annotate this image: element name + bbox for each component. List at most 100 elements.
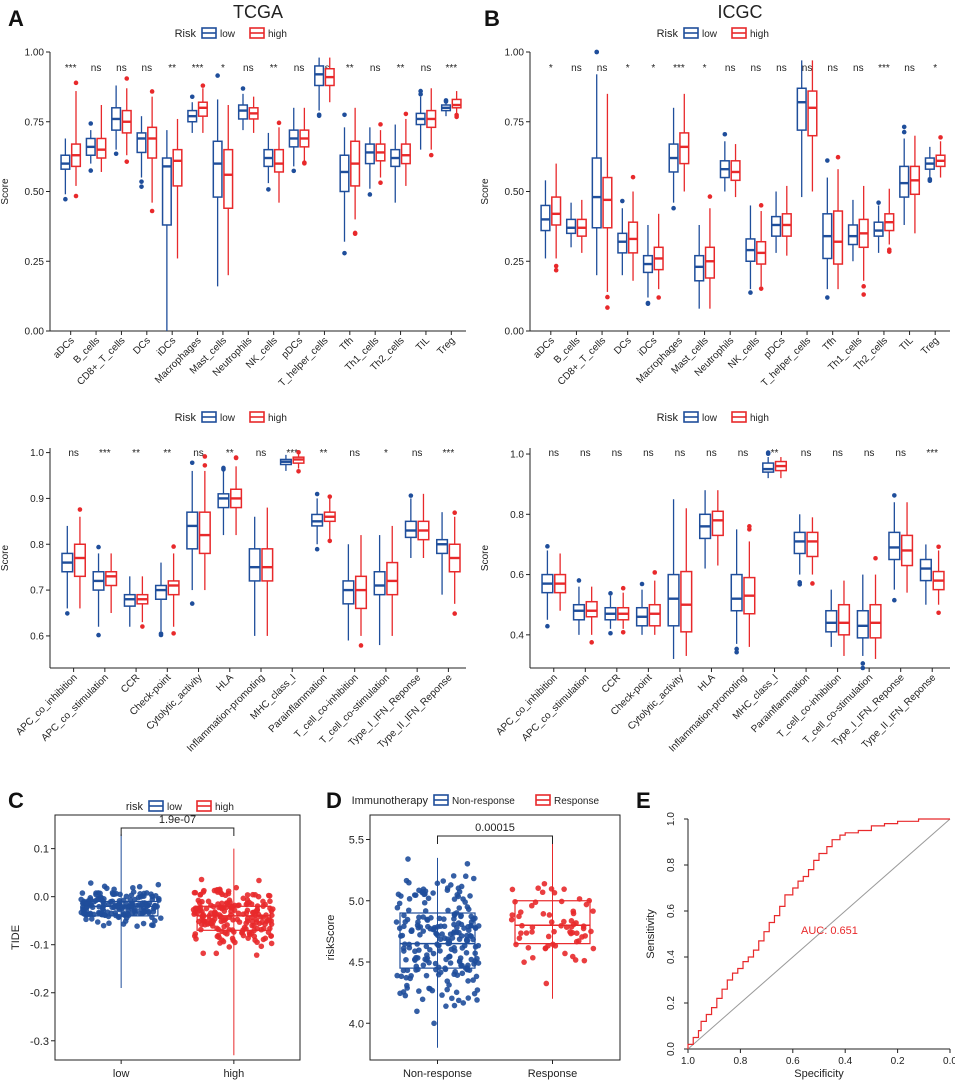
y-tick-label: 0.75 [25, 117, 45, 128]
data-point [474, 997, 480, 1003]
data-point [470, 875, 477, 882]
significance-label: ns [370, 63, 381, 74]
data-point [218, 918, 225, 925]
data-point [396, 900, 403, 907]
data-point [83, 916, 89, 923]
outlier-high [707, 194, 713, 199]
box-low [136, 132, 147, 154]
outlier-low [314, 491, 320, 497]
outlier-high [378, 122, 383, 127]
data-point [406, 879, 412, 886]
data-point [467, 893, 473, 899]
data-point [150, 922, 156, 929]
data-point [427, 946, 433, 953]
outlier-low [316, 113, 322, 119]
p-value-label: 0.00015 [475, 822, 515, 834]
y-tick-label: 4.5 [349, 957, 364, 969]
panel-letter-c: C [8, 788, 24, 813]
x-tick-label: Response [528, 1068, 578, 1080]
data-point [420, 962, 427, 968]
outlier-high [758, 203, 764, 208]
data-point [87, 911, 93, 918]
data-point [436, 915, 443, 922]
data-point [253, 952, 260, 958]
outlier-low [825, 158, 830, 163]
data-point [412, 892, 419, 898]
box-low [186, 511, 199, 550]
data-point [138, 902, 145, 908]
data-point [244, 900, 251, 907]
outlier-high [452, 611, 457, 616]
outlier-high [454, 114, 459, 120]
outlier-low [876, 200, 881, 205]
data-point [405, 907, 412, 914]
outlier-low [96, 632, 101, 638]
significance-label: * [933, 63, 937, 74]
data-point [248, 901, 255, 907]
data-point [149, 893, 156, 900]
data-point [528, 902, 535, 909]
y-tick-label: 0.2 [666, 996, 677, 1010]
data-point [98, 895, 104, 902]
significance-label: ns [832, 448, 843, 459]
data-point [156, 897, 162, 903]
significance-label: ns [349, 448, 360, 459]
significance-label: *** [286, 448, 298, 459]
legend-label: high [750, 29, 769, 40]
data-point [222, 892, 229, 899]
box-high [837, 603, 851, 636]
data-point [576, 896, 583, 902]
box-low [796, 87, 807, 131]
data-point [269, 912, 275, 919]
outlier-high [171, 631, 176, 636]
outlier-high [620, 630, 626, 635]
box-high [273, 148, 285, 173]
box-low [591, 157, 602, 229]
data-point [423, 943, 430, 950]
legend-label: Response [554, 796, 599, 807]
data-point [263, 912, 269, 918]
box-low [770, 215, 782, 237]
data-point [79, 890, 86, 896]
outlier-high [589, 640, 594, 645]
outlier-low [189, 460, 195, 466]
data-point [227, 899, 233, 906]
outlier-low [545, 544, 550, 549]
box-high [711, 510, 724, 537]
outlier-high [77, 507, 83, 512]
x-tick-label: CCR [600, 672, 623, 695]
data-point [574, 930, 580, 936]
outlier-high [886, 247, 892, 252]
data-point [581, 957, 588, 964]
y-tick-label: 0.8 [666, 858, 677, 872]
data-point [243, 910, 250, 916]
outlier-low [342, 112, 347, 118]
outlier-low [266, 187, 271, 192]
box-high [806, 531, 819, 558]
data-point [459, 970, 466, 977]
data-point [447, 960, 454, 966]
data-point [465, 995, 472, 1001]
y-tick-label: 5.0 [349, 896, 364, 908]
box-high [167, 580, 180, 596]
data-point [509, 886, 516, 893]
data-point [134, 923, 140, 929]
data-point [100, 922, 107, 929]
data-point [207, 920, 213, 927]
legend-label: Non-response [452, 796, 515, 807]
y-tick-label: -0.1 [30, 940, 49, 952]
y-tick-label: 0.9 [30, 494, 44, 505]
x-tick-label: CCR [119, 672, 142, 695]
data-point [525, 944, 532, 951]
y-tick-label: 0.25 [505, 257, 525, 268]
outlier-low [158, 631, 164, 636]
box-low [540, 204, 551, 232]
data-point [580, 923, 587, 929]
data-point [409, 927, 415, 933]
y-tick-label: 1.0 [510, 450, 524, 461]
significance-label: * [221, 63, 225, 74]
outlier-high [149, 208, 155, 214]
data-point [430, 890, 436, 896]
panel-roc: 0.0 0.2 0.4 0.6 0.8 1.0 1.0 0.8 0.6 0.4 0.2 0.0 Spec… [645, 812, 955, 1080]
data-point [541, 880, 548, 887]
